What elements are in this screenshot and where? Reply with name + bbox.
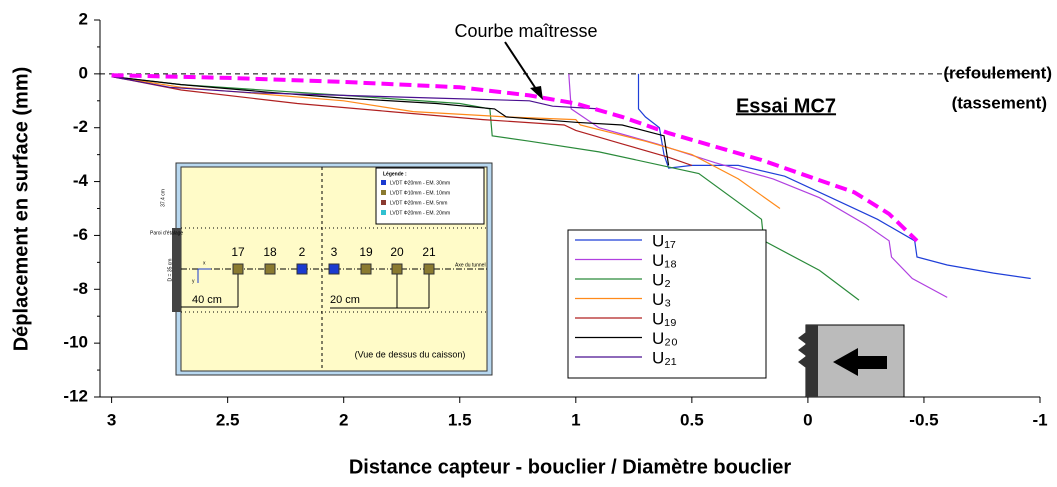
inset-label: 37.4 cm bbox=[160, 189, 166, 207]
inset-label: 20 cm bbox=[330, 294, 360, 306]
y-tick-label: -8 bbox=[73, 279, 88, 298]
inset-label: x bbox=[203, 260, 206, 266]
inset: x y Paroi d'étalage Axe du tunnel 37.4 c… bbox=[150, 162, 493, 376]
sensor-label: 3 bbox=[331, 245, 338, 259]
legend-label: U₃ bbox=[652, 290, 671, 309]
series-line bbox=[111, 76, 781, 209]
y-tick-label: -2 bbox=[73, 117, 88, 136]
inset-label: Paroi d'étalage bbox=[150, 230, 183, 236]
x-tick-label: -1 bbox=[1032, 410, 1047, 429]
annotation: Essai MC7 bbox=[736, 95, 836, 117]
x-tick-label: 1.5 bbox=[448, 410, 472, 429]
sensor bbox=[296, 263, 308, 275]
legend-label: U₂₁ bbox=[652, 348, 677, 367]
inset-legend-label: LVDT Φ10mm - EM. 10mm bbox=[390, 190, 450, 196]
y-tick-label: -6 bbox=[73, 225, 88, 244]
x-tick-label: 1 bbox=[571, 410, 580, 429]
series-line bbox=[637, 73, 1031, 280]
y-tick-label: -10 bbox=[63, 333, 88, 352]
x-tick-label: 0 bbox=[803, 410, 812, 429]
series-line bbox=[111, 73, 919, 243]
inset-legend-swatch bbox=[381, 180, 386, 185]
annotation-arrowhead bbox=[530, 86, 543, 100]
y-tick-label: 0 bbox=[79, 63, 88, 82]
inset-legend-swatch bbox=[381, 200, 386, 205]
inset-label: 40 cm bbox=[192, 294, 222, 306]
legend-label: U₁₈ bbox=[652, 251, 677, 270]
sensor-label: 17 bbox=[231, 245, 245, 259]
legend-label: U₁₉ bbox=[652, 309, 677, 328]
y-tick-label: -4 bbox=[73, 171, 89, 190]
sensor-label: 20 bbox=[390, 245, 404, 259]
x-tick-label: 2 bbox=[339, 410, 348, 429]
x-tick-label: -0.5 bbox=[909, 410, 938, 429]
annotation: (tassement) bbox=[952, 93, 1047, 112]
inset-label: y bbox=[192, 278, 195, 284]
inset-legend-label: LVDT Φ20mm - EM. 5mm bbox=[390, 200, 447, 206]
sensor-label: 2 bbox=[299, 245, 306, 259]
inset-legend-label: LVDT Φ20mm - EM. 20mm bbox=[390, 210, 450, 216]
shield-icon bbox=[798, 324, 905, 398]
annotation-arrow bbox=[504, 41, 541, 96]
sensor bbox=[423, 263, 435, 275]
legend-label: U₁₇ bbox=[652, 231, 676, 250]
inset-legend-swatch bbox=[381, 190, 386, 195]
legend-label: U₂ bbox=[652, 270, 671, 289]
y-axis-label: Déplacement en surface (mm) bbox=[10, 67, 32, 352]
legend-label: U₂₀ bbox=[652, 329, 678, 348]
inset-legend-label: LVDT Φ20mm - EM. 30mm bbox=[390, 180, 450, 186]
x-tick-label: 0.5 bbox=[680, 410, 704, 429]
annotation: (refoulement) bbox=[943, 63, 1052, 82]
y-tick-label: 2 bbox=[79, 9, 88, 28]
series-line bbox=[111, 76, 693, 166]
inset-legend-swatch bbox=[381, 210, 386, 215]
y-tick-label: -12 bbox=[63, 386, 88, 405]
sensor-label: 19 bbox=[359, 245, 373, 259]
annotation: Courbe maîtresse bbox=[454, 21, 597, 41]
plot-area: 20-2-4-6-8-10-123 2.5 2 1.5 1 0.5 0 -0.5 -1 bbox=[63, 9, 1047, 429]
inset-label: D = 35 cm bbox=[167, 259, 173, 282]
legend bbox=[567, 229, 767, 379]
series-line bbox=[568, 73, 948, 298]
sensor bbox=[360, 263, 372, 275]
x-tick-label: 2.5 bbox=[216, 410, 240, 429]
inset-label: Axe du tunnel bbox=[455, 262, 486, 268]
x-axis-label: Distance capteur - bouclier / Diamètre b… bbox=[349, 456, 792, 478]
sensor bbox=[232, 263, 244, 275]
sensor bbox=[328, 263, 340, 275]
sensor bbox=[264, 263, 276, 275]
sensor-label: 18 bbox=[263, 245, 277, 259]
series-line bbox=[111, 76, 670, 166]
inset-caption: (Vue de dessus du caisson) bbox=[355, 349, 466, 359]
sensor-label: 21 bbox=[422, 245, 436, 259]
sensor bbox=[391, 263, 403, 275]
inset-items: LVDT Φ20mm - EM. 30mm LVDT Φ10mm - EM. 10… bbox=[231, 180, 450, 275]
series-line bbox=[111, 76, 600, 110]
x-tick-label: 3 bbox=[107, 410, 116, 429]
inset-legend-title: Légende : bbox=[383, 171, 407, 177]
